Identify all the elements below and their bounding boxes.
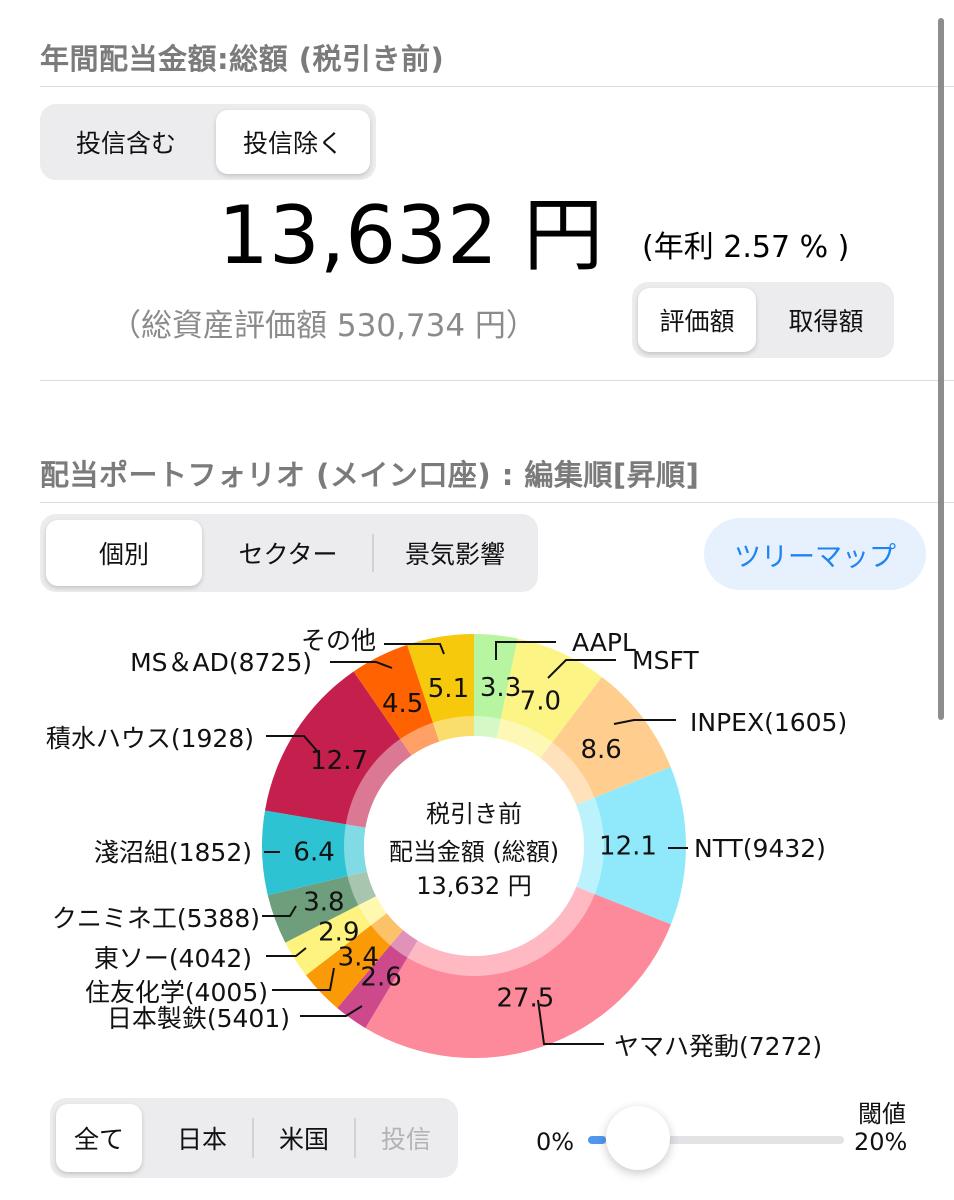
leader-line [266, 947, 307, 957]
threshold-slider-thumb[interactable] [606, 1106, 670, 1170]
scrollbar[interactable] [938, 18, 944, 720]
slice-name-label: ヤマハ発動(7272) [614, 1032, 822, 1061]
threshold-label: 閾値 [858, 1100, 906, 1128]
leader-line [266, 735, 319, 753]
donut-slice[interactable] [285, 896, 387, 976]
divider [40, 502, 954, 503]
total-assets-value: （総資産評価額 530,734 円） [110, 308, 537, 344]
threshold-min-label: 0% [536, 1128, 575, 1156]
leader-line [272, 967, 335, 991]
center-label-line2: 配当金額 (総額) [389, 838, 559, 866]
dividend-section-title: 年間配当金額:総額 (税引き前) [40, 42, 445, 76]
slice-value-label: 7.0 [520, 686, 561, 716]
slice-value-label: 3.3 [480, 673, 521, 703]
donut-slice[interactable] [496, 638, 602, 759]
slice-name-label: 住友化学(4005) [85, 978, 268, 1007]
region-tab-all[interactable]: 全て [56, 1104, 142, 1172]
slice-value-label: 8.6 [580, 735, 621, 765]
divider [40, 380, 954, 381]
portfolio-view-tabs: 個別 セクター 景気影響 [40, 514, 538, 592]
slice-value-label: 2.6 [360, 962, 401, 992]
basis-toggle-acquisition-cost[interactable]: 取得額 [788, 307, 864, 336]
region-tab-us[interactable]: 米国 [278, 1125, 329, 1154]
slice-name-label: 東ソー(4042) [94, 944, 252, 973]
region-tab-separator [354, 1118, 356, 1158]
donut-slice[interactable] [474, 634, 518, 739]
region-tab-separator [252, 1118, 254, 1158]
total-dividend-amount: 13,632 円 [218, 189, 604, 282]
donut-slice[interactable] [407, 634, 474, 742]
region-tabs: 全て 日本 米国 投信 [50, 1098, 458, 1178]
treemap-button[interactable]: ツリーマップ [704, 518, 926, 590]
threshold-slider-track[interactable] [588, 1136, 844, 1144]
leader-line [495, 641, 556, 660]
donut-slice[interactable] [264, 671, 412, 828]
slice-name-label: 淺沼組(1852) [94, 838, 252, 867]
donut-hole [364, 736, 584, 956]
leader-line [330, 661, 393, 669]
leader-line [300, 1005, 363, 1017]
leader-line [613, 719, 676, 725]
slice-value-label: 27.5 [496, 984, 554, 1014]
leader-line [262, 905, 297, 917]
slice-name-label: 積水ハウス(1928) [46, 724, 254, 753]
slice-name-label: AAPL [572, 628, 636, 657]
slice-name-label: MSFT [632, 646, 699, 675]
fund-toggle: 投信含む 投信除く [40, 104, 376, 180]
fund-toggle-exclude[interactable]: 投信除く [216, 110, 370, 174]
donut-slice[interactable] [540, 676, 671, 805]
slice-name-label: 日本製鉄(5401) [107, 1004, 290, 1033]
donut-slice[interactable] [267, 871, 377, 943]
basis-toggle-market-value[interactable]: 評価額 [638, 288, 756, 352]
slice-value-label: 3.4 [338, 943, 379, 973]
annual-yield: (年利 2.57 % ) [642, 230, 850, 265]
slice-value-label: 12.7 [310, 746, 368, 776]
fund-toggle-include[interactable]: 投信含む [75, 129, 176, 158]
slice-name-label: INPEX(1605) [690, 708, 847, 737]
leader-line [384, 643, 445, 655]
slice-name-label: MS＆AD(8725) [130, 648, 312, 677]
donut-slice[interactable] [576, 766, 686, 925]
tab-economic-impact[interactable]: 景気影響 [404, 540, 505, 569]
divider [40, 86, 954, 87]
slice-value-label: 4.5 [382, 689, 423, 719]
center-label-line1: 税引き前 [426, 800, 522, 828]
leader-line [547, 659, 616, 679]
slice-value-label: 6.4 [293, 837, 334, 867]
center-label-line3: 13,632 円 [416, 872, 532, 900]
leader-line [537, 999, 604, 1045]
slice-name-label: その他 [301, 626, 376, 655]
tab-separator [372, 534, 374, 572]
slice-name-label: クニミネ工(5388) [52, 904, 260, 933]
slice-value-label: 2.9 [318, 918, 359, 948]
donut-slice[interactable] [353, 644, 440, 756]
donut-slice[interactable] [262, 810, 368, 896]
threshold-max-label: 20% [854, 1128, 908, 1156]
slice-value-label: 3.8 [303, 887, 344, 917]
tab-sector[interactable]: セクター [238, 540, 338, 569]
donut-slice[interactable] [337, 930, 418, 1029]
region-tab-japan[interactable]: 日本 [176, 1125, 227, 1154]
threshold-slider-fill [588, 1136, 606, 1144]
dividend-donut-chart: 3.3 AAPL 7.0 MSFT 8.6 INPEX(1605) 12.1 NTT(9432… [46, 626, 847, 1061]
slice-value-label: 5.1 [428, 674, 469, 704]
tab-individual[interactable]: 個別 [46, 520, 202, 586]
slice-value-label: 12.1 [599, 832, 657, 862]
region-tab-funds[interactable]: 投信 [380, 1125, 431, 1154]
slice-name-label: NTT(9432) [694, 834, 826, 863]
basis-toggle: 評価額 取得額 [632, 282, 894, 358]
donut-slice[interactable] [365, 886, 671, 1058]
portfolio-section-title: 配当ポートフォリオ (メイン口座) : 編集順[昇順] [40, 458, 700, 492]
